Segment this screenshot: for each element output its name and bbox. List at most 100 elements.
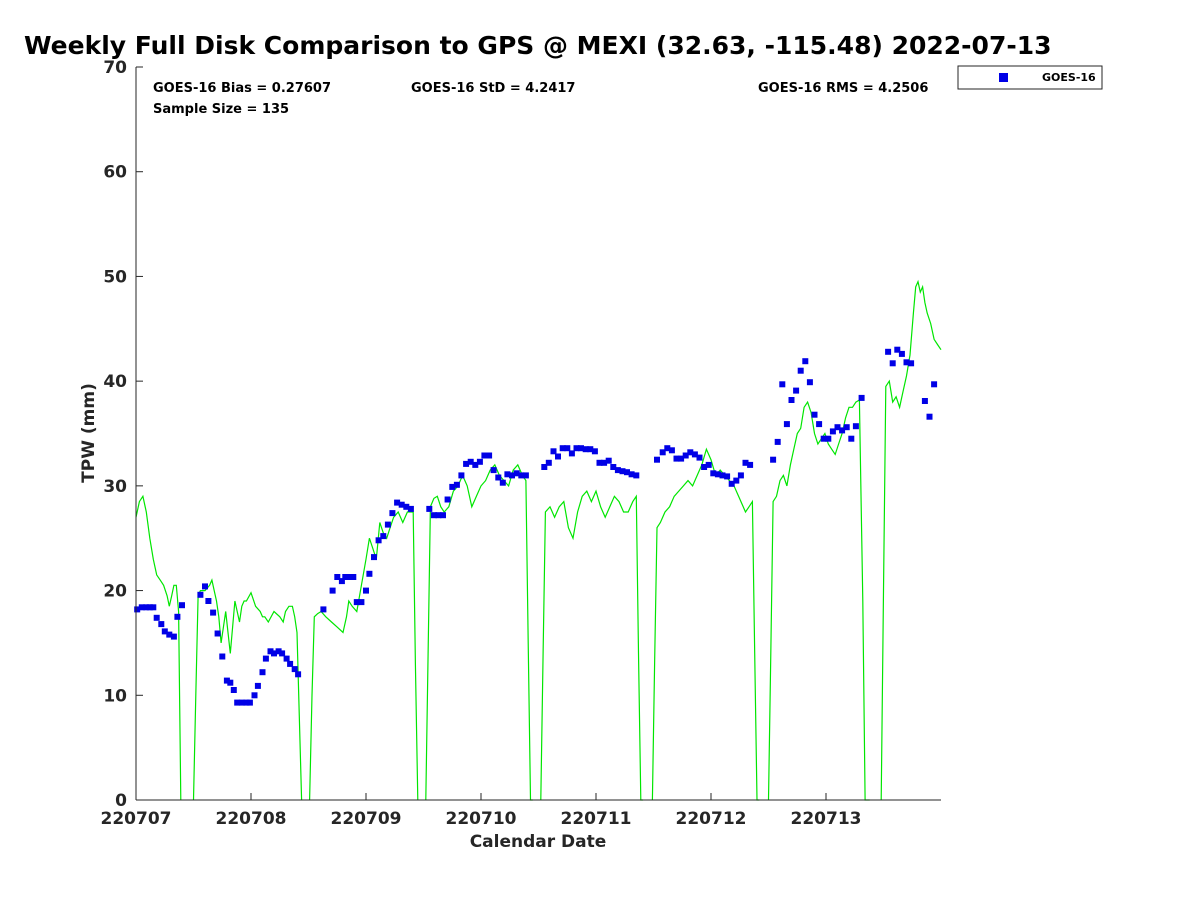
- gps-line-segment: [425, 463, 533, 801]
- goes-data-point: [179, 602, 185, 609]
- goes-data-point: [346, 574, 353, 580]
- chart-title: Weekly Full Disk Comparison to GPS @ MEX…: [24, 31, 1052, 60]
- goes-data-point: [705, 461, 712, 468]
- x-axis-label: Calendar Date: [470, 832, 607, 852]
- goes-data-point: [779, 381, 786, 388]
- y-tick-label: 70: [103, 58, 127, 78]
- goes-data-point: [921, 398, 928, 404]
- goes-data-point: [267, 648, 274, 655]
- goes-data-point: [444, 496, 451, 503]
- y-tick-label: 60: [103, 163, 127, 183]
- goes-data-point: [793, 387, 800, 394]
- goes-data-point: [724, 473, 731, 480]
- x-tick-label: 220708: [216, 809, 287, 829]
- x-tick-label: 220713: [791, 809, 862, 829]
- legend-label-goes: GOES-16: [1042, 71, 1096, 84]
- goes-data-point: [329, 587, 336, 594]
- goes-data-point: [499, 479, 506, 486]
- legend: GOES-16: [957, 65, 1103, 90]
- goes-data-point: [614, 467, 621, 474]
- y-tick-label: 20: [103, 582, 127, 602]
- goes-data-point: [350, 574, 357, 580]
- goes-data-point: [582, 446, 589, 453]
- goes-data-point: [573, 445, 580, 452]
- goes-data-point: [668, 447, 675, 454]
- goes-data-point: [564, 445, 571, 452]
- goes-data-point: [624, 469, 630, 476]
- goes-data-point: [578, 445, 584, 452]
- goes-data-point: [234, 699, 241, 706]
- goes-data-point: [246, 699, 253, 706]
- goes-data-point: [230, 687, 237, 693]
- goes-data-point: [545, 459, 552, 466]
- goes-data-point: [848, 435, 855, 442]
- x-tick-label: 220707: [101, 809, 172, 829]
- goes-data-point: [710, 470, 717, 477]
- std-annotation: GOES-16 StD = 4.2417: [411, 81, 575, 96]
- goes-data-point: [691, 451, 698, 458]
- goes-data-point: [472, 461, 479, 468]
- goes-data-point: [138, 604, 145, 611]
- goes-data-point: [783, 421, 790, 428]
- goes-data-point: [654, 456, 660, 463]
- goes-data-point: [843, 424, 850, 431]
- goes-data-point: [678, 455, 685, 462]
- goes-data-point: [926, 413, 933, 420]
- goes-data-point: [197, 591, 204, 598]
- goes-data-point: [398, 501, 405, 508]
- goes-data-point: [338, 578, 345, 585]
- gps-line-segment: [192, 578, 303, 801]
- gps-line-segment: [651, 447, 760, 801]
- goes-data-point: [696, 454, 703, 461]
- goes-data-point: [829, 428, 836, 435]
- goes-data-point: [682, 452, 689, 459]
- goes-data-point: [363, 587, 369, 594]
- goes-data-point: [903, 359, 910, 366]
- goes-data-point: [728, 480, 735, 487]
- goes-data-point: [486, 452, 493, 459]
- x-tick-label: 220709: [331, 809, 402, 829]
- goes-data-point: [384, 521, 391, 528]
- goes-data-point: [742, 459, 749, 466]
- goes-data-point: [774, 438, 781, 445]
- goes-data-point: [601, 459, 608, 466]
- goes-data-point: [174, 613, 181, 620]
- goes-data-point: [509, 472, 515, 479]
- x-tick-label: 220710: [446, 809, 517, 829]
- goes-data-point: [476, 458, 483, 465]
- goes-data-point: [334, 574, 341, 580]
- goes-data-point: [839, 427, 846, 434]
- goes-data-point: [453, 481, 460, 488]
- goes-data-point: [210, 609, 217, 616]
- legend-box: [957, 65, 1103, 90]
- y-tick-label: 30: [103, 477, 127, 497]
- goes-data-point: [158, 621, 165, 628]
- goes-data-point: [389, 510, 396, 517]
- legend-marker-goes: [999, 73, 1008, 82]
- goes-data-point: [262, 655, 269, 662]
- goes-data-point: [802, 358, 809, 365]
- goes-data-point: [733, 477, 740, 484]
- goes-data-point: [161, 628, 168, 635]
- goes-series: [134, 346, 938, 706]
- goes-data-point: [283, 655, 290, 662]
- x-tick-label: 220711: [561, 809, 632, 829]
- y-tick-label: 10: [103, 686, 127, 706]
- goes-data-point: [811, 411, 818, 418]
- goes-data-point: [219, 653, 226, 660]
- goes-data-point: [885, 348, 892, 355]
- sample-size-annotation: Sample Size = 135: [153, 102, 289, 117]
- goes-data-point: [659, 449, 666, 456]
- gps-series: [135, 279, 942, 801]
- gps-line-segment: [880, 279, 942, 801]
- goes-data-point: [908, 360, 915, 367]
- goes-data-point: [522, 472, 529, 479]
- goes-data-point: [770, 456, 777, 463]
- y-axis-ticks: 0 10 20 30 40 50 60 70: [103, 58, 143, 811]
- gps-line-segment: [540, 489, 644, 801]
- goes-data-point: [243, 699, 250, 706]
- bias-annotation: GOES-16 Bias = 0.27607: [153, 81, 331, 96]
- goes-data-point: [490, 467, 497, 474]
- goes-data-point: [251, 692, 258, 699]
- goes-data-point: [504, 471, 511, 478]
